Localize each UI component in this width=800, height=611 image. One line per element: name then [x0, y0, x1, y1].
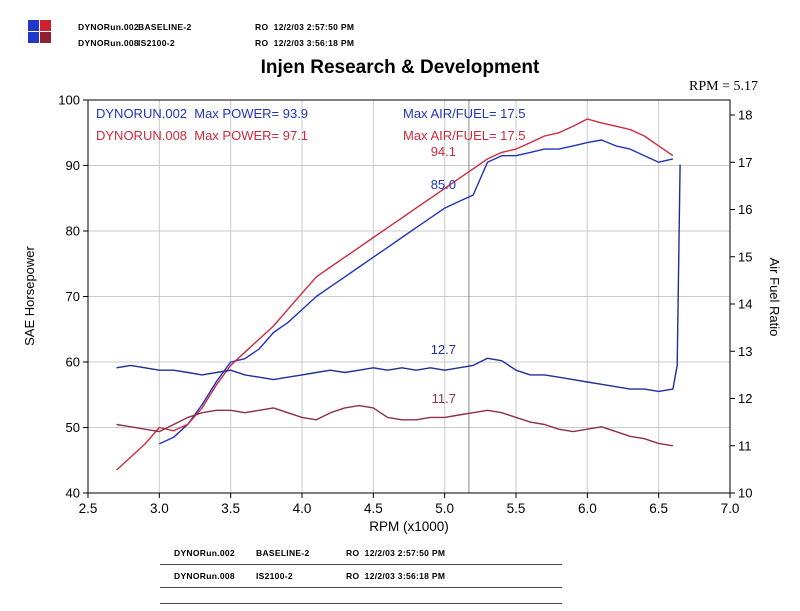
tick-label-right: 14 — [738, 297, 752, 312]
footer-rule — [160, 588, 562, 604]
left-axis-title: SAE Horsepower — [22, 245, 37, 345]
x-axis-title: RPM (x1000) — [369, 519, 449, 534]
logo-square — [28, 32, 39, 43]
logo-square — [40, 20, 51, 31]
legend-run1-afr: Max AIR/FUEL= 17.5 — [403, 106, 526, 121]
legend-run2-afr: Max AIR/FUEL= 17.5 — [403, 128, 526, 143]
right-axis-title: Air Fuel Ratio — [767, 258, 782, 337]
tick-label-x: 6.5 — [649, 501, 668, 516]
run-info-row: DYNORun.008 IS2100-2 RO 12/2/03 3:56:18 … — [78, 36, 498, 52]
cursor-rpm-readout: RPM = 5.17 — [689, 79, 758, 94]
legend-run2-power: DYNORUN.008 Max POWER= 97.1 — [96, 128, 309, 143]
cursor-value-power-002: 85.0 — [430, 177, 456, 192]
tick-label-x: 7.0 — [721, 501, 740, 516]
run-file: DYNORun.008 — [78, 38, 139, 48]
series-blue — [159, 139, 674, 445]
run-timestamp: RO 12/2/03 3:56:18 PM — [346, 571, 446, 581]
logo-square — [28, 20, 39, 31]
tick-label-left: 70 — [66, 289, 80, 304]
logo-square — [40, 32, 51, 43]
run-label: IS2100-2 — [138, 38, 175, 48]
tick-label-left: 90 — [66, 158, 80, 173]
tick-label-x: 3.5 — [221, 501, 240, 516]
run-label: BASELINE-2 — [138, 22, 192, 32]
run-info-footer: DYNORun.002 BASELINE-2 RO 12/2/03 2:57:5… — [160, 542, 562, 604]
tick-label-right: 18 — [738, 108, 752, 123]
tick-label-left: 100 — [58, 93, 80, 108]
footer-run-row: DYNORun.008 IS2100-2 RO 12/2/03 3:56:18 … — [160, 565, 562, 588]
series-red_afr — [116, 404, 674, 447]
run-timestamp: RO 12/2/03 2:57:50 PM — [255, 22, 355, 32]
tick-label-right: 15 — [738, 249, 752, 264]
run-info-row: DYNORun.002 BASELINE-2 RO 12/2/03 2:57:5… — [78, 20, 498, 36]
tick-label-left: 50 — [66, 420, 80, 435]
tick-label-right: 17 — [738, 155, 752, 170]
run-timestamp: RO 12/2/03 3:56:18 PM — [255, 38, 355, 48]
app-logo — [28, 20, 52, 44]
tick-label-x: 6.0 — [578, 501, 597, 516]
cursor-value-power-008: 94.1 — [430, 144, 456, 159]
run-info-header: DYNORun.002 BASELINE-2 RO 12/2/03 2:57:5… — [78, 20, 498, 52]
run-label: IS2100-2 — [256, 571, 293, 581]
cursor-value-afr-008: 11.7 — [431, 391, 456, 406]
tick-label-right: 11 — [738, 438, 752, 453]
run-file: DYNORun.008 — [174, 571, 235, 581]
tick-label-left: 40 — [66, 486, 80, 501]
page-title: Injen Research & Development — [260, 57, 540, 78]
run-label: BASELINE-2 — [256, 548, 310, 558]
legend-run1-power: DYNORUN.002 Max POWER= 93.9 — [96, 106, 309, 121]
tick-label-x: 2.5 — [79, 501, 98, 516]
series-blue_afr — [116, 164, 681, 393]
footer-run-row: DYNORun.002 BASELINE-2 RO 12/2/03 2:57:5… — [160, 542, 562, 565]
tick-label-right: 13 — [738, 344, 752, 359]
tick-label-left: 80 — [66, 224, 80, 239]
tick-label-x: 4.5 — [364, 501, 383, 516]
tick-label-x: 3.0 — [150, 501, 169, 516]
run-timestamp: RO 12/2/03 2:57:50 PM — [346, 548, 446, 558]
tick-label-x: 4.0 — [293, 501, 312, 516]
run-file: DYNORun.002 — [174, 548, 235, 558]
tick-label-right: 10 — [738, 486, 752, 501]
cursor-value-afr-002: 12.7 — [430, 342, 456, 357]
tick-label-x: 5.5 — [507, 501, 526, 516]
tick-label-x: 5.0 — [435, 501, 454, 516]
run-file: DYNORun.002 — [78, 22, 139, 32]
series-red — [116, 118, 674, 471]
tick-label-right: 12 — [738, 391, 752, 406]
tick-label-left: 60 — [66, 355, 80, 370]
tick-label-right: 16 — [738, 202, 752, 217]
